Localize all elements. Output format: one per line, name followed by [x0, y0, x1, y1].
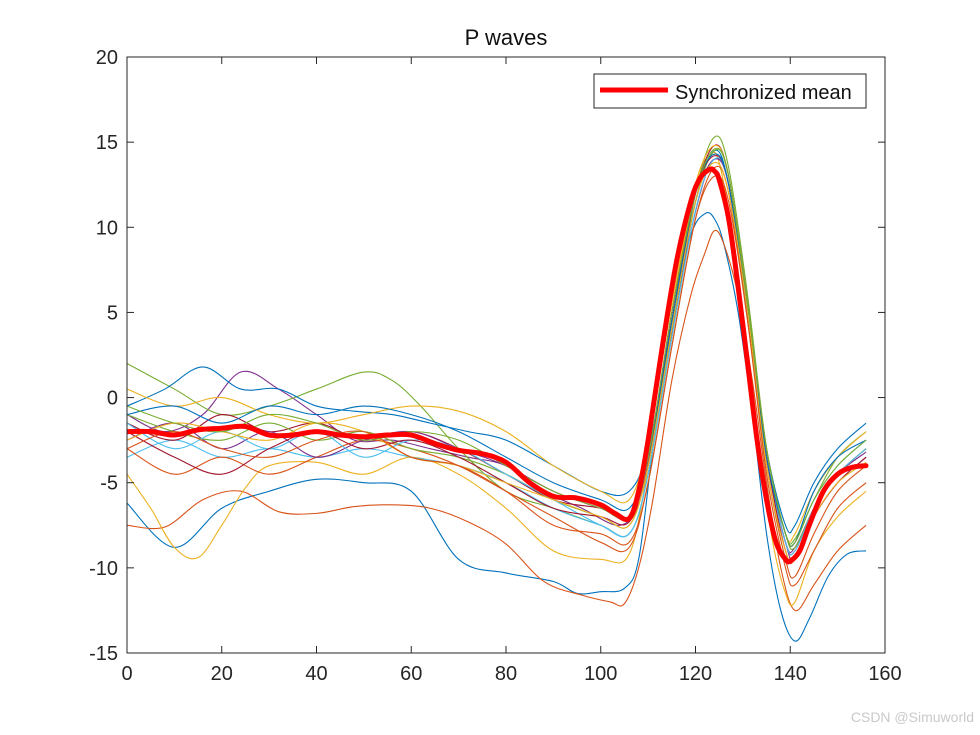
- x-tick-label: 140: [774, 663, 807, 685]
- x-tick-label: 120: [679, 663, 712, 685]
- mean-layer: [127, 166, 869, 565]
- p-wave-series-18: [127, 147, 867, 547]
- legend: Synchronized mean: [593, 73, 867, 109]
- x-tick-label: 40: [305, 663, 327, 685]
- p-wave-series-2: [127, 229, 867, 612]
- x-tick-label: 80: [495, 663, 517, 685]
- x-tick-label: 0: [121, 663, 132, 685]
- y-tick-label: -15: [89, 643, 118, 665]
- synchronized-mean-line: [127, 166, 869, 565]
- y-tick-label: 15: [96, 132, 118, 154]
- y-tick-label: 5: [107, 302, 118, 324]
- y-tick-label: -5: [100, 473, 118, 495]
- p-wave-series-17: [127, 174, 867, 587]
- chart-title: P waves: [465, 25, 548, 50]
- y-tick-label: -10: [89, 558, 118, 580]
- y-tick-label: 0: [107, 388, 118, 410]
- x-tick-label: 20: [211, 663, 233, 685]
- p-wave-series-8: [127, 149, 867, 534]
- legend-label-synchronized-mean: Synchronized mean: [675, 82, 852, 104]
- x-axis: 0 20 40 60 80 100 120 140 160: [121, 57, 902, 685]
- series-layer: [127, 135, 867, 642]
- y-axis: -15 -10 -5 0 5 10 15 20: [89, 47, 885, 665]
- x-tick-label: 160: [868, 663, 901, 685]
- y-tick-label: 20: [96, 47, 118, 69]
- x-tick-label: 100: [584, 663, 617, 685]
- watermark-text: CSDN @Simuworld: [850, 709, 974, 725]
- p-wave-series-16: [127, 161, 867, 564]
- x-tick-label: 60: [400, 663, 422, 685]
- y-tick-label: 10: [96, 217, 118, 239]
